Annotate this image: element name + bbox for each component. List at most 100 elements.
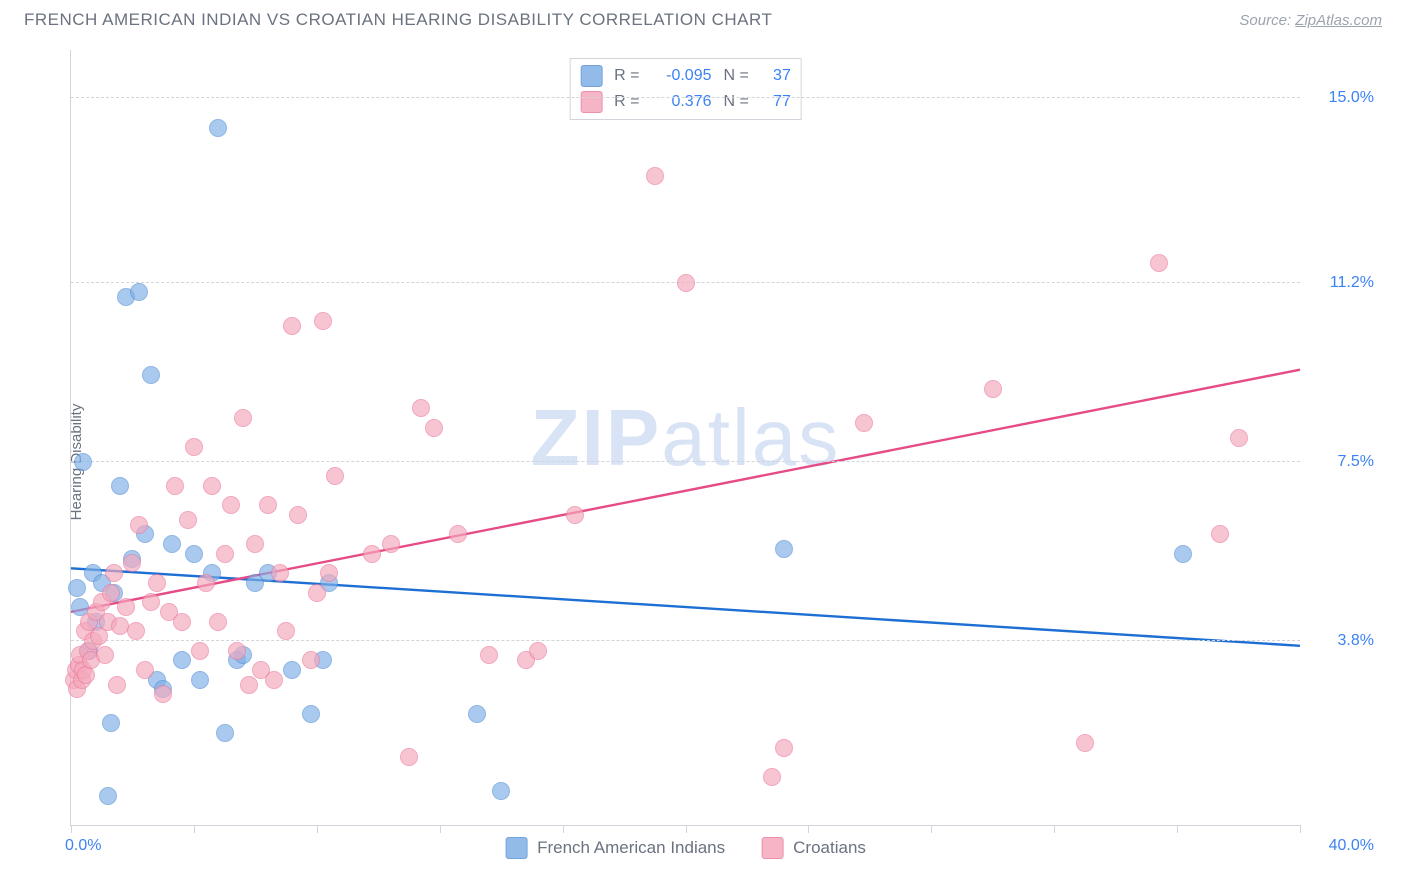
scatter-point [108,676,126,694]
legend-label-a: French American Indians [537,838,725,858]
series-legend: French American Indians Croatians [505,837,866,859]
scatter-point [209,119,227,137]
r-label: R = [614,93,639,111]
scatter-point [228,642,246,660]
scatter-point [185,545,203,563]
scatter-point [289,506,307,524]
scatter-point [646,167,664,185]
legend-swatch-a [505,837,527,859]
scatter-point [197,574,215,592]
scatter-point [277,622,295,640]
scatter-point [1211,525,1229,543]
chart-title: FRENCH AMERICAN INDIAN VS CROATIAN HEARI… [24,10,772,30]
scatter-point [1174,545,1192,563]
scatter-point [163,535,181,553]
trend-lines [71,50,1300,825]
scatter-point [529,642,547,660]
scatter-point [259,496,277,514]
scatter-point [74,453,92,471]
x-min-label: 0.0% [65,837,101,855]
r-value-a: -0.095 [652,67,712,85]
scatter-point [123,554,141,572]
stats-row-series-b: R = 0.376 N = 77 [580,89,791,115]
scatter-point [302,705,320,723]
scatter-point [203,477,221,495]
r-label: R = [614,67,639,85]
source-credit: Source: ZipAtlas.com [1239,12,1382,29]
scatter-point [240,676,258,694]
x-tick [686,825,687,833]
scatter-point [105,564,123,582]
n-label: N = [724,93,749,111]
x-tick [440,825,441,833]
scatter-point [449,525,467,543]
swatch-series-a [580,65,602,87]
x-tick [1177,825,1178,833]
scatter-point [492,782,510,800]
scatter-point [191,642,209,660]
scatter-point [102,714,120,732]
scatter-point [173,613,191,631]
scatter-point [363,545,381,563]
n-label: N = [724,67,749,85]
scatter-point [763,768,781,786]
scatter-point [136,661,154,679]
scatter-point [425,419,443,437]
scatter-point [102,584,120,602]
x-tick [1300,825,1301,833]
legend-swatch-b [761,837,783,859]
scatter-point [96,646,114,664]
scatter-point [148,574,166,592]
scatter-point [1150,254,1168,272]
scatter-point [142,366,160,384]
legend-label-b: Croatians [793,838,866,858]
scatter-point [154,685,172,703]
gridline [71,461,1300,462]
y-tick-label: 3.8% [1310,632,1374,650]
scatter-point [775,540,793,558]
scatter-point [222,496,240,514]
scatter-point [173,651,191,669]
scatter-point [68,579,86,597]
scatter-point [191,671,209,689]
x-tick [317,825,318,833]
scatter-point [185,438,203,456]
scatter-point [400,748,418,766]
scatter-point [246,535,264,553]
scatter-point [130,283,148,301]
scatter-point [216,545,234,563]
n-value-a: 37 [761,67,791,85]
scatter-point [234,409,252,427]
scatter-point [166,477,184,495]
x-tick [194,825,195,833]
gridline [71,640,1300,641]
scatter-point [855,414,873,432]
scatter-point [142,593,160,611]
scatter-point [677,274,695,292]
scatter-point [412,399,430,417]
x-max-label: 40.0% [1329,837,1374,855]
scatter-point [117,598,135,616]
scatter-point [326,467,344,485]
scatter-point [1230,429,1248,447]
source-prefix: Source: [1239,12,1295,29]
scatter-point [382,535,400,553]
y-tick-label: 7.5% [1310,453,1374,471]
y-tick-label: 15.0% [1310,89,1374,107]
n-value-b: 77 [761,93,791,111]
scatter-point [283,661,301,679]
source-link[interactable]: ZipAtlas.com [1295,12,1382,29]
scatter-point [320,564,338,582]
chart-area: Hearing Disability ZIPatlas R = -0.095 N… [24,42,1382,882]
scatter-point [216,724,234,742]
x-tick [931,825,932,833]
r-value-b: 0.376 [652,93,712,111]
x-tick [71,825,72,833]
legend-item-a: French American Indians [505,837,725,859]
x-tick [1054,825,1055,833]
scatter-point [127,622,145,640]
stats-row-series-a: R = -0.095 N = 37 [580,63,791,89]
stats-legend: R = -0.095 N = 37 R = 0.376 N = 77 [569,58,802,120]
chart-header: FRENCH AMERICAN INDIAN VS CROATIAN HEARI… [0,0,1406,36]
y-tick-label: 11.2% [1310,274,1374,292]
